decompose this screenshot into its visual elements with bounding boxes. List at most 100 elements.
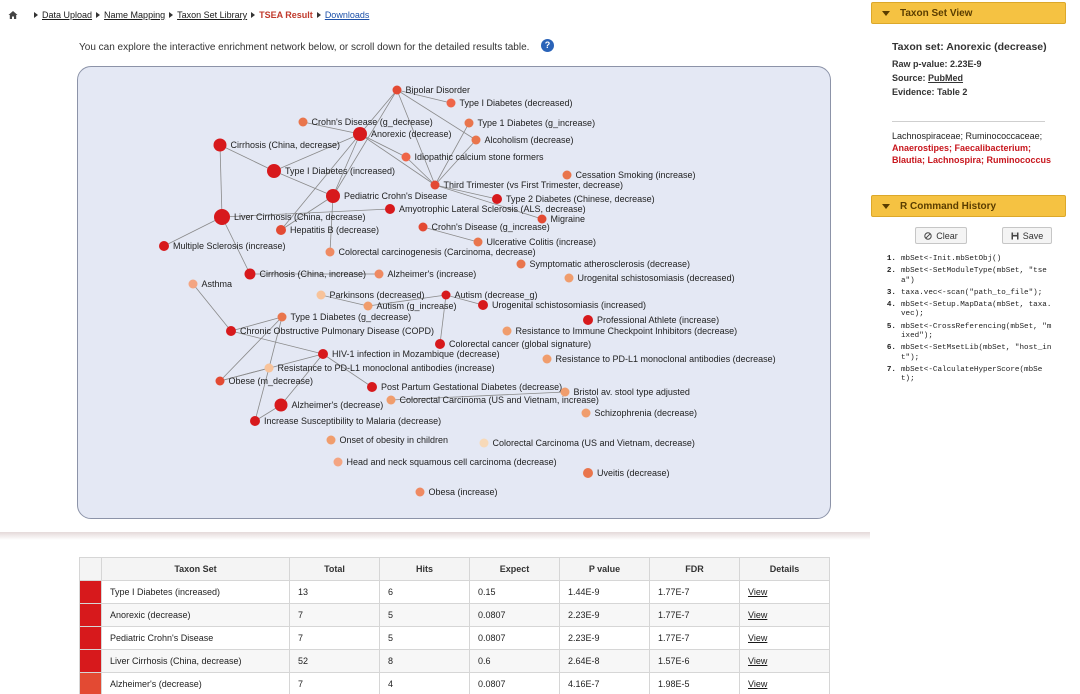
network-node[interactable]: Urogenital schistosomiasis (decreased) — [564, 273, 735, 283]
network-node-circle[interactable] — [367, 382, 377, 392]
network-node-circle[interactable] — [564, 273, 574, 283]
network-node[interactable]: Type 1 Diabetes (g_decrease) — [277, 312, 412, 322]
network-node-circle[interactable] — [583, 315, 593, 325]
view-details-link[interactable]: View — [748, 610, 768, 620]
network-node[interactable]: Ulcerative Colitis (increase) — [473, 237, 597, 247]
network-node-circle[interactable] — [583, 468, 593, 478]
pubmed-link[interactable]: PubMed — [928, 73, 964, 83]
network-node-circle[interactable] — [446, 98, 456, 108]
network-node[interactable]: Colorectal cancer (global signature) — [435, 339, 591, 349]
network-node-circle[interactable] — [435, 339, 445, 349]
r-command-history-header[interactable]: R Command History — [871, 195, 1066, 217]
network-node-circle[interactable] — [213, 138, 227, 152]
network-node-circle[interactable] — [392, 85, 402, 95]
network-node-circle[interactable] — [537, 214, 547, 224]
view-details-link[interactable]: View — [748, 679, 768, 689]
view-details-link[interactable]: View — [748, 587, 768, 597]
network-node[interactable]: Type 1 Diabetes (g_increase) — [464, 118, 596, 128]
network-node[interactable]: Parkinsons (decreased) — [316, 290, 425, 300]
network-node-circle[interactable] — [562, 170, 572, 180]
network-node[interactable]: Onset of obesity in children — [326, 435, 449, 445]
network-node-circle[interactable] — [298, 117, 308, 127]
network-node-circle[interactable] — [430, 180, 440, 190]
column-header-p-value[interactable]: P value — [559, 557, 650, 581]
table-row[interactable]: Anorexic (decrease) 7 5 0.0807 2.23E-9 1.77E-… — [79, 603, 830, 627]
network-node-circle[interactable] — [226, 326, 236, 336]
network-node[interactable]: Crohn's Disease (g_decrease) — [298, 117, 433, 127]
save-button[interactable]: Save — [1002, 227, 1052, 244]
view-details-link[interactable]: View — [748, 656, 768, 666]
network-node-circle[interactable] — [363, 301, 373, 311]
network-node[interactable]: Type 2 Diabetes (Chinese, decrease) — [492, 194, 655, 204]
clear-button[interactable]: Clear — [915, 227, 967, 244]
network-node[interactable]: Migraine — [537, 214, 586, 224]
network-node[interactable]: Asthma — [188, 279, 233, 289]
network-node[interactable]: Urogenital schistosomiasis (increased) — [478, 300, 646, 310]
network-node-circle[interactable] — [479, 438, 489, 448]
network-node[interactable]: Cessation Smoking (increase) — [562, 170, 696, 180]
network-node[interactable]: Post Partum Gestational Diabetes (decrea… — [367, 382, 562, 392]
network-node-circle[interactable] — [188, 279, 198, 289]
network-node[interactable]: Professional Athlete (increase) — [583, 315, 719, 325]
network-node[interactable]: Liver Cirrhosis (China, decrease) — [214, 209, 366, 225]
network-node-circle[interactable] — [325, 247, 335, 257]
network-node-circle[interactable] — [441, 290, 451, 300]
home-icon[interactable] — [8, 10, 18, 20]
network-node[interactable]: Resistance to PD-L1 monoclonal antibodie… — [264, 363, 495, 373]
network-node[interactable]: Alzheimer's (decrease) — [274, 398, 384, 412]
network-node-circle[interactable] — [471, 135, 481, 145]
crumb-name-mapping[interactable]: Name Mapping — [92, 10, 165, 20]
network-node-circle[interactable] — [464, 118, 474, 128]
network-node[interactable]: Chronic Obstructive Pulmonary Disease (C… — [226, 326, 434, 336]
network-node-circle[interactable] — [401, 152, 411, 162]
network-node[interactable]: Cirrhosis (China, increase) — [244, 268, 367, 280]
network-node-circle[interactable] — [333, 457, 343, 467]
network-node-circle[interactable] — [560, 387, 570, 397]
table-row[interactable]: Type I Diabetes (increased) 13 6 0.15 1.44E-… — [79, 580, 830, 604]
taxon-set-view-header[interactable]: Taxon Set View — [871, 2, 1066, 24]
table-row[interactable]: Liver Cirrhosis (China, decrease) 52 8 0.6 2… — [79, 649, 830, 673]
network-node[interactable]: Crohn's Disease (g_increase) — [418, 222, 550, 232]
crumb-data-upload[interactable]: Data Upload — [30, 10, 92, 20]
network-node[interactable]: Cirrhosis (China, decrease) — [213, 138, 341, 152]
network-node-circle[interactable] — [318, 349, 328, 359]
network-node-circle[interactable] — [385, 204, 395, 214]
network-node[interactable]: Resistance to PD-L1 monoclonal antibodie… — [542, 354, 776, 364]
network-node[interactable]: Type I Diabetes (decreased) — [446, 98, 573, 108]
network-node-circle[interactable] — [277, 312, 287, 322]
help-icon[interactable]: ? — [541, 39, 554, 52]
network-node-circle[interactable] — [250, 416, 260, 426]
network-node-circle[interactable] — [478, 300, 488, 310]
network-node-circle[interactable] — [492, 194, 502, 204]
network-node[interactable]: Head and neck squamous cell carcinoma (d… — [333, 457, 557, 467]
network-node-circle[interactable] — [386, 395, 396, 405]
crumb-taxon-set-library[interactable]: Taxon Set Library — [165, 10, 247, 20]
network-node[interactable]: Obese (m_decrease) — [215, 376, 314, 386]
network-node[interactable]: Increase Susceptibility to Malaria (decr… — [250, 416, 441, 426]
network-node[interactable]: Alcoholism (decrease) — [471, 135, 574, 145]
network-node[interactable]: Pediatric Crohn's Disease — [326, 189, 447, 203]
network-node-circle[interactable] — [581, 408, 591, 418]
enrichment-network[interactable]: Bipolar Disorder Type I Diabetes (decreas… — [77, 66, 831, 519]
network-node-circle[interactable] — [316, 290, 326, 300]
network-node[interactable]: Idiopathic calcium stone formers — [401, 152, 545, 162]
table-row[interactable]: Alzheimer's (decrease) 7 4 0.0807 4.16E-7 1.9… — [79, 672, 830, 694]
view-details-link[interactable]: View — [748, 633, 768, 643]
network-node[interactable]: Amyotrophic Lateral Sclerosis (ALS, decr… — [385, 204, 586, 214]
network-node-circle[interactable] — [274, 398, 288, 412]
network-node[interactable]: HIV-1 infection in Mozambique (decrease) — [318, 349, 500, 359]
network-node-circle[interactable] — [267, 164, 281, 178]
network-node-circle[interactable] — [276, 225, 286, 235]
network-node[interactable]: Colorectal Carcinoma (US and Vietnam, de… — [479, 438, 695, 448]
network-node-circle[interactable] — [159, 241, 169, 251]
network-node-circle[interactable] — [214, 209, 230, 225]
network-node[interactable]: Uveitis (decrease) — [583, 468, 670, 478]
network-node[interactable]: Autism (g_increase) — [363, 301, 457, 311]
network-node-circle[interactable] — [374, 269, 384, 279]
network-node-circle[interactable] — [542, 354, 552, 364]
column-header-expect[interactable]: Expect — [469, 557, 560, 581]
network-node-circle[interactable] — [326, 435, 336, 445]
column-header-hits[interactable]: Hits — [379, 557, 470, 581]
network-node[interactable]: Schizophrenia (decrease) — [581, 408, 698, 418]
network-node[interactable]: Hepatitis B (decrease) — [276, 225, 379, 235]
